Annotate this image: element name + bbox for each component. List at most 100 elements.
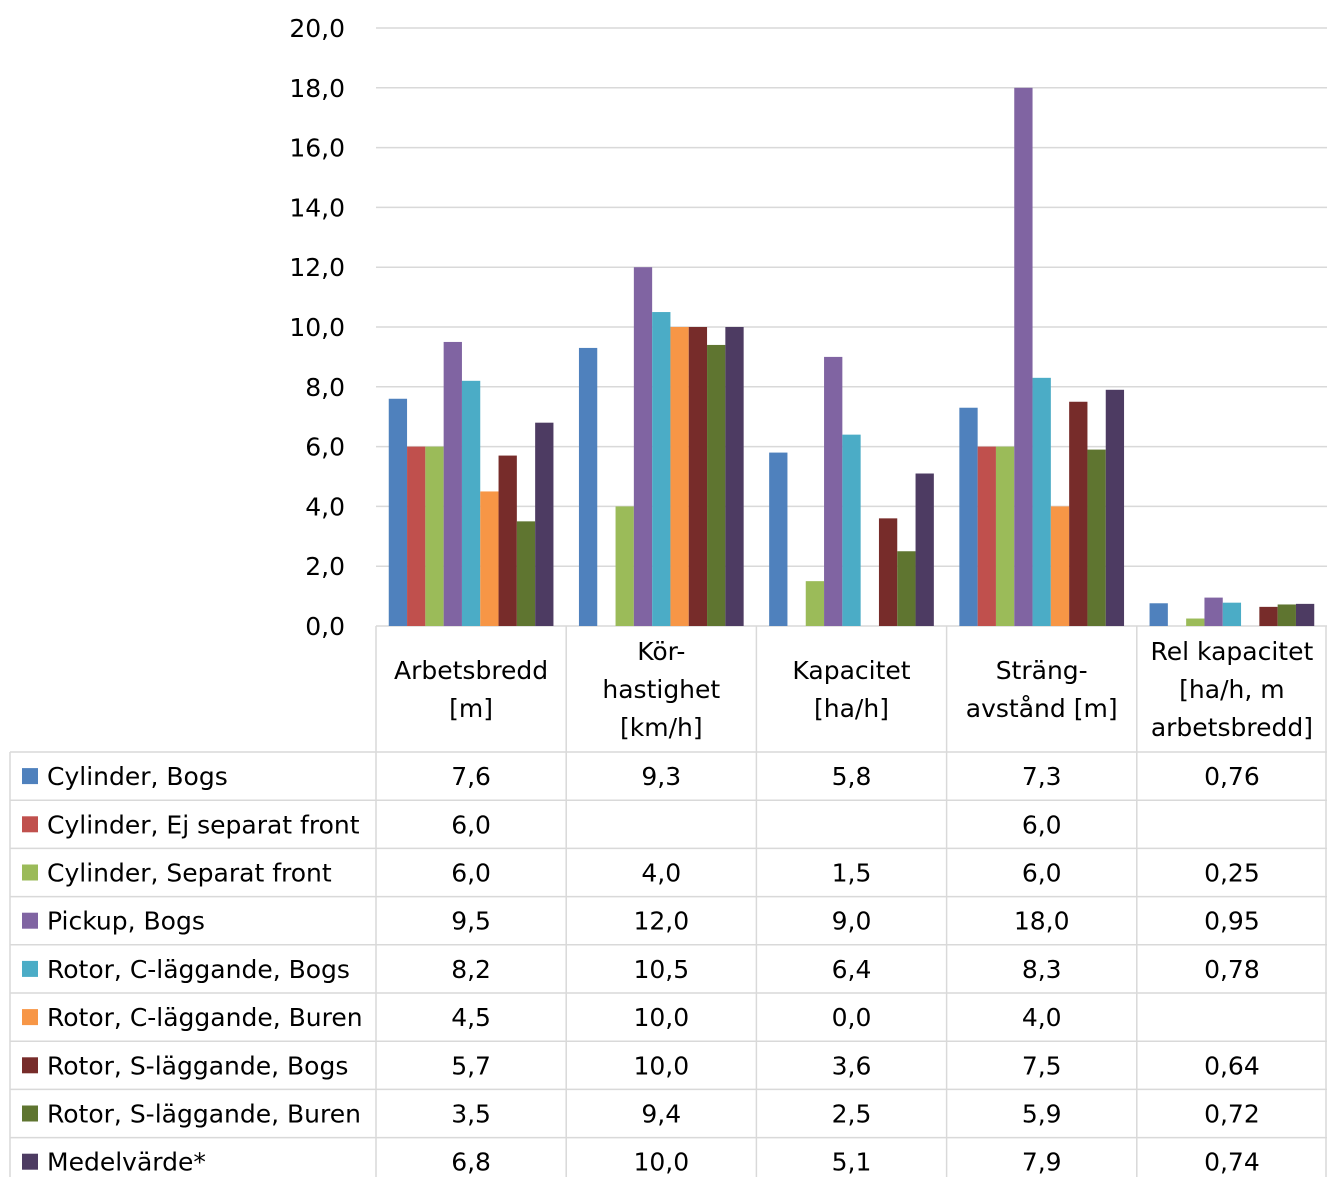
table-cell-value: 3,6: [832, 1051, 872, 1080]
bar: [824, 356, 843, 626]
legend-label: Rotor, S-läggande, Bogs: [47, 1051, 348, 1080]
bar: [977, 446, 996, 626]
table-cell-value: 5,7: [451, 1051, 491, 1080]
category-label: [m]: [449, 694, 493, 723]
table-cell-value: 6,0: [1022, 859, 1062, 888]
table-cell-value: 9,3: [641, 762, 681, 791]
table-cell-value: 7,5: [1022, 1051, 1062, 1080]
bar: [633, 267, 653, 626]
table-cell-value: 8,2: [451, 955, 491, 984]
category-label: Arbetsbredd: [394, 656, 548, 685]
legend-label: Cylinder, Separat front: [47, 859, 332, 888]
y-tick-label: 4,0: [305, 492, 345, 521]
table-cell-value: 3,5: [451, 1100, 491, 1129]
bar: [769, 452, 788, 626]
legend-swatch: [22, 816, 38, 833]
legend-label: Medelvärde*: [47, 1148, 206, 1177]
bar: [725, 327, 744, 626]
bar: [707, 344, 726, 626]
bar: [1149, 603, 1168, 626]
table-cell-value: 0,72: [1204, 1100, 1260, 1129]
table-cell-value: 0,25: [1204, 859, 1260, 888]
table-cell-value: 9,0: [832, 907, 872, 936]
y-tick-label: 20,0: [289, 14, 345, 43]
bar: [878, 518, 898, 626]
table-cell-value: 10,0: [633, 1148, 689, 1177]
legend-swatch: [22, 1009, 38, 1026]
table-cell-value: 4,5: [451, 1003, 491, 1032]
bar: [1295, 603, 1315, 626]
table-cell-value: 6,8: [451, 1148, 491, 1177]
bar: [1277, 604, 1296, 626]
bar: [1014, 87, 1033, 627]
bars: [388, 87, 1315, 627]
legend-swatch: [22, 912, 38, 929]
category-label: [ha/h]: [814, 694, 889, 723]
table-cell-value: 9,4: [641, 1100, 681, 1129]
table-cell-value: 4,0: [1022, 1003, 1062, 1032]
bar: [1069, 401, 1088, 626]
table-cell-value: 10,0: [633, 1003, 689, 1032]
table-cell-value: 7,6: [451, 762, 491, 791]
table-cell-value: 4,0: [641, 859, 681, 888]
table-cell-value: 0,74: [1204, 1148, 1260, 1177]
y-tick-label: 2,0: [305, 552, 345, 581]
category-label: Sträng-: [996, 656, 1088, 685]
bar: [407, 446, 426, 626]
table-cell-value: 6,0: [451, 859, 491, 888]
table-cell-value: 6,0: [1022, 810, 1062, 839]
table-cell-value: 5,9: [1022, 1100, 1062, 1129]
table-cell-value: 1,5: [832, 859, 872, 888]
y-tick-label: 16,0: [289, 134, 345, 163]
legend-swatch: [22, 960, 38, 977]
category-label: arbetsbredd]: [1151, 713, 1313, 742]
bar: [443, 341, 462, 626]
bar: [461, 380, 481, 626]
y-tick-label: 8,0: [305, 373, 345, 402]
legend-swatch: [22, 864, 38, 881]
bar: [578, 347, 598, 626]
bar: [1032, 377, 1051, 626]
legend-swatch: [22, 768, 38, 785]
table-cell-value: 10,0: [633, 1051, 689, 1080]
y-tick-label: 0,0: [305, 612, 345, 641]
bar: [897, 551, 916, 626]
bar: [1222, 602, 1242, 626]
legend-swatch: [22, 1057, 38, 1074]
table-cell-value: 7,3: [1022, 762, 1062, 791]
legend-swatch: [22, 1105, 38, 1122]
table-cell-value: 5,8: [832, 762, 872, 791]
y-tick-label: 14,0: [289, 193, 345, 222]
legend-label: Rotor, S-läggande, Buren: [47, 1100, 361, 1129]
table-cell-value: 9,5: [451, 907, 491, 936]
legend-label: Cylinder, Ej separat front: [47, 810, 360, 839]
table-cell-value: 12,0: [633, 907, 689, 936]
legend-swatch: [22, 1153, 38, 1170]
bar: [915, 473, 934, 626]
table-cell-value: 10,5: [633, 955, 689, 984]
bar: [425, 446, 444, 626]
y-tick-label: 6,0: [305, 433, 345, 462]
table-cell-value: 2,5: [832, 1100, 872, 1129]
legend-label: Cylinder, Bogs: [47, 762, 228, 791]
table-cell-value: 6,4: [832, 955, 872, 984]
table-cell-value: 0,78: [1204, 955, 1260, 984]
table-cell-value: 7,9: [1022, 1148, 1062, 1177]
bar: [498, 455, 517, 626]
bar: [388, 398, 408, 626]
legend-label: Pickup, Bogs: [47, 907, 205, 936]
y-axis: 0,0 2,0 4,0 6,0 8,0 10,0 12,0 14,0 16,0 18,0 20,0: [289, 14, 345, 641]
table-cell-value: 5,1: [832, 1148, 872, 1177]
table-cell-value: 0,0: [832, 1003, 872, 1032]
category-label: avstånd [m]: [966, 694, 1118, 723]
bar: [1105, 389, 1125, 626]
bar: [805, 581, 825, 626]
bar: [615, 506, 634, 626]
bar: [1204, 597, 1223, 626]
y-tick-label: 10,0: [289, 313, 345, 342]
y-tick-label: 18,0: [289, 74, 345, 103]
category-label: Kör-: [637, 637, 685, 666]
data-table: Arbetsbredd [m] Kör-hastighet [km/h] Kapacit…: [9, 626, 1327, 1177]
legend-label: Rotor, C-läggande, Buren: [47, 1003, 363, 1032]
